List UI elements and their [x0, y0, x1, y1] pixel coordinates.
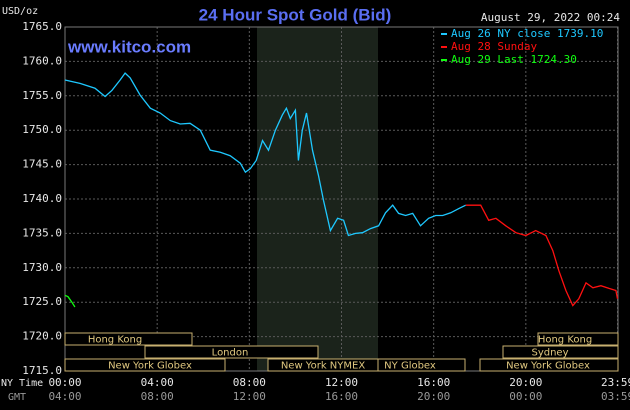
gmt-tick-label: 04:00	[48, 390, 81, 403]
legend-entry: Aug 29 Last 1724.30	[451, 53, 577, 66]
x-tick-label: 16:00	[417, 376, 450, 389]
x-tick-label: 00:00	[48, 376, 81, 389]
y-tick-label: 1765.0	[22, 20, 62, 33]
session-label: Sydney	[531, 348, 568, 359]
price-line	[64, 294, 76, 308]
gmt-tick-label: 03:59	[601, 390, 630, 403]
ny-time-label: NY Time	[1, 378, 43, 389]
y-tick-label: 1740.0	[22, 192, 62, 205]
gmt-tick-label: 20:00	[417, 390, 450, 403]
gmt-tick-label: 16:00	[325, 390, 358, 403]
session-label: New York Globex	[506, 361, 590, 372]
session-box	[502, 345, 619, 359]
gmt-label: GMT	[8, 392, 26, 403]
x-tick-label: 04:00	[141, 376, 174, 389]
session-label: Hong Kong	[538, 335, 592, 346]
y-tick-label: 1720.0	[22, 330, 62, 343]
session-box	[64, 332, 193, 346]
y-tick-label: 1735.0	[22, 226, 62, 239]
y-tick-label: 1745.0	[22, 158, 62, 171]
y-unit: USD/oz	[2, 6, 38, 17]
chart-title: 24 Hour Spot Gold (Bid)	[199, 5, 392, 24]
legend-entry: Aug 26 NY close 1739.10	[451, 27, 603, 40]
y-tick-label: 1730.0	[22, 261, 62, 274]
x-tick-label: 08:00	[233, 376, 266, 389]
session-label: New York Globex	[108, 361, 192, 372]
legend-entry: Aug 28 Sunday	[451, 40, 537, 53]
session-box	[64, 358, 226, 372]
y-tick-label: 1715.0	[22, 364, 62, 377]
session-label: NY Globex	[384, 361, 436, 372]
y-tick-label: 1725.0	[22, 295, 62, 308]
gmt-tick-label: 00:00	[509, 390, 542, 403]
y-tick-label: 1750.0	[22, 123, 62, 136]
session-box	[537, 332, 619, 346]
price-line	[64, 72, 466, 237]
session-box	[144, 345, 319, 359]
y-tick-label: 1760.0	[22, 54, 62, 67]
session-box	[377, 358, 466, 372]
gmt-tick-label: 08:00	[141, 390, 174, 403]
y-tick-label: 1755.0	[22, 89, 62, 102]
session-label: New York NYMEX	[281, 361, 366, 372]
x-tick-label: 20:00	[509, 376, 542, 389]
watermark: www.kitco.com	[67, 37, 191, 56]
x-tick-label: 12:00	[325, 376, 358, 389]
timestamp: August 29, 2022 00:24	[481, 11, 620, 24]
x-tick-label: 23:59	[601, 376, 630, 389]
session-box	[479, 358, 619, 372]
gmt-tick-label: 12:00	[233, 390, 266, 403]
session-label: London	[212, 348, 249, 359]
price-line	[465, 204, 619, 307]
session-label: Hong Kong	[88, 335, 142, 346]
